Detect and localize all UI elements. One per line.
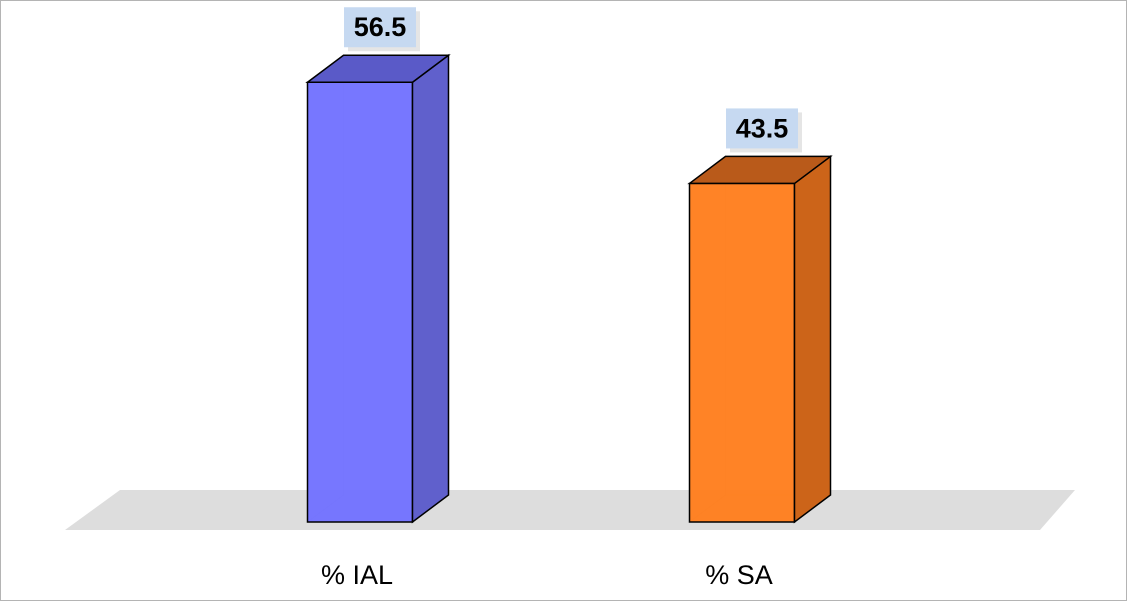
data-label-ial: 56.5 bbox=[344, 7, 420, 52]
bar-ial bbox=[305, 53, 451, 524]
bar-side-face bbox=[793, 154, 832, 524]
data-label-sa: 43.5 bbox=[726, 108, 802, 153]
x-tick-label-ial: % IAL bbox=[321, 560, 393, 590]
bar-top-face bbox=[305, 54, 451, 83]
labels-layer: 56.5 % IAL 43.5 % SA bbox=[321, 7, 802, 590]
data-label-value: 56.5 bbox=[354, 12, 407, 42]
x-tick-label-sa: % SA bbox=[705, 560, 773, 590]
bar-sa bbox=[687, 154, 833, 524]
bar-front-face bbox=[306, 81, 414, 523]
bar-top-face bbox=[687, 155, 833, 185]
bars-layer bbox=[305, 53, 833, 524]
chart-floor bbox=[65, 490, 1075, 530]
bar-side-face bbox=[411, 53, 450, 524]
data-label-background bbox=[344, 7, 416, 48]
data-label-background bbox=[726, 108, 798, 149]
bar-front-face bbox=[688, 182, 796, 523]
data-label-value: 43.5 bbox=[736, 113, 789, 143]
